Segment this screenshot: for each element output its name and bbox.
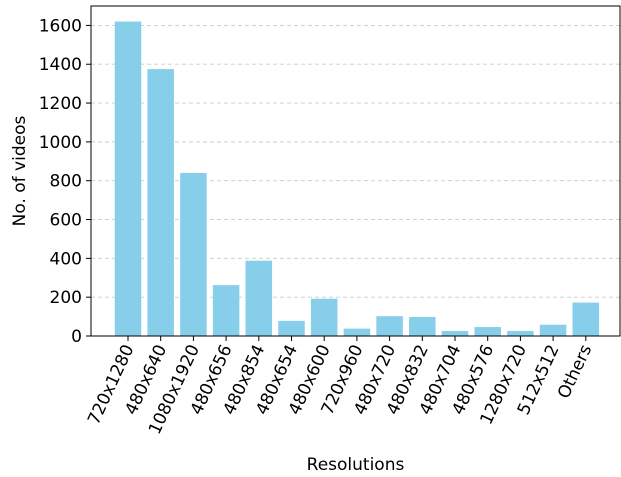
- y-tick-label: 200: [50, 288, 82, 308]
- y-tick-label: 1200: [39, 94, 82, 114]
- bar-480x704: [441, 330, 469, 336]
- bar-720x1280: [114, 21, 142, 336]
- bar-1280x720: [507, 330, 534, 336]
- bar-others: [572, 302, 600, 336]
- y-tick-label: 0: [71, 327, 82, 347]
- x-axis-label: Resolutions: [307, 455, 405, 475]
- y-tick-label: 1400: [39, 55, 82, 75]
- bar-480x656: [212, 285, 240, 336]
- bar-480x600: [310, 298, 338, 336]
- y-axis-label: No. of videos: [10, 116, 30, 227]
- bar-480x854: [245, 260, 273, 336]
- bars: [114, 21, 600, 337]
- plot-frame: [90, 5, 621, 337]
- y-axis-ticks: 0 200 400 600 800 1000 1200 1400 1600: [39, 16, 91, 347]
- bar-480x576: [474, 327, 501, 336]
- bar-480x832: [409, 316, 436, 336]
- y-tick-label: 400: [50, 249, 82, 269]
- y-tick-label: 1600: [39, 16, 82, 36]
- y-tick-label: 800: [50, 172, 82, 192]
- bar-480x654: [278, 320, 305, 336]
- y-tick-label: 600: [50, 211, 82, 231]
- bar-512x512: [539, 324, 567, 336]
- bar-1080x1920: [180, 172, 207, 336]
- y-tick-label: 1000: [39, 133, 82, 153]
- bar-480x640: [147, 69, 174, 337]
- bar-720x960: [343, 328, 371, 336]
- bar-480x720: [376, 316, 403, 336]
